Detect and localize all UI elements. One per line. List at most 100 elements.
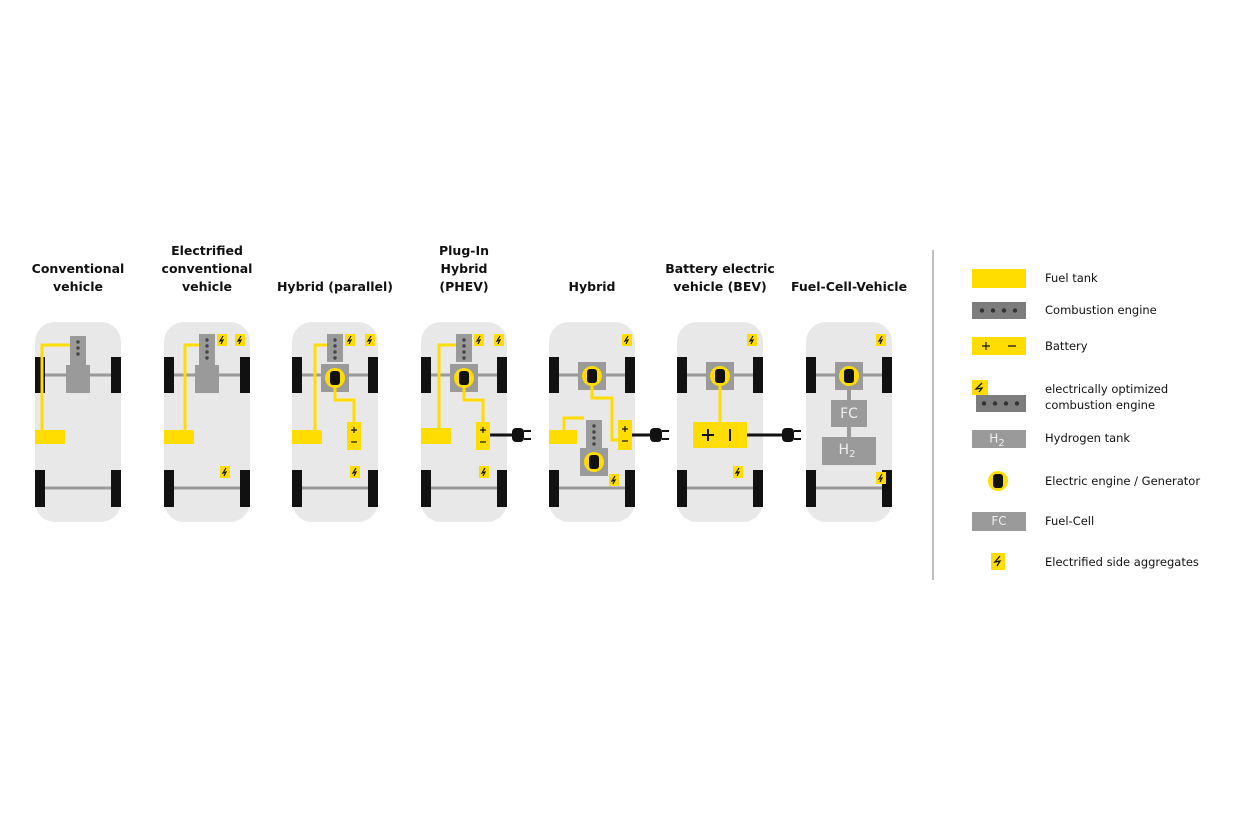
legend-label: Electric engine / Generator: [1045, 474, 1201, 488]
bolt: [221, 467, 228, 477]
gearbox: [66, 365, 90, 393]
bolt: [346, 335, 353, 345]
plug: [650, 428, 662, 442]
wheel: [111, 470, 121, 507]
wheel: [164, 470, 174, 507]
wheel: [292, 357, 302, 393]
piston: [592, 436, 596, 440]
wheel: [753, 470, 763, 507]
bolt: [748, 335, 755, 345]
plug-pins: [794, 430, 801, 440]
wheel: [240, 470, 250, 507]
piston: [462, 344, 466, 348]
bolt: [974, 382, 984, 393]
electric-engine-core: [844, 369, 854, 383]
electric-engine-core: [587, 369, 597, 383]
bolt: [877, 335, 884, 345]
wheel: [677, 470, 687, 507]
vehicle-title: Conventional vehicle: [31, 261, 125, 294]
battery-plus: [622, 426, 628, 432]
piston: [333, 344, 337, 348]
wheel: [753, 357, 763, 393]
bolt: [993, 555, 1002, 567]
wheel: [164, 357, 174, 393]
legend-engine: [972, 302, 1026, 319]
wheel: [882, 470, 892, 507]
piston: [592, 442, 596, 446]
legend-opt-engine: [976, 395, 1026, 412]
legend-hydrogen: [972, 430, 1026, 448]
bolt: [475, 335, 482, 345]
bolt: [734, 467, 741, 477]
piston: [205, 338, 209, 342]
legend-label: Fuel-Cell: [1045, 514, 1095, 528]
piston: [462, 338, 466, 342]
car-body: [35, 322, 121, 522]
wheel: [35, 357, 45, 393]
piston: [205, 356, 209, 360]
gearbox: [195, 365, 219, 393]
battery-plus: [702, 429, 714, 441]
vehicle-title: Plug-In Hybrid (PHEV): [438, 243, 490, 294]
wheel: [368, 357, 378, 393]
piston: [76, 352, 80, 356]
fuel-line: [437, 343, 456, 432]
wheel: [625, 357, 635, 393]
combustion-engine: [70, 336, 86, 365]
combustion-engine: [327, 334, 343, 362]
legend-label: Hydrogen tank: [1045, 431, 1131, 445]
piston: [1014, 401, 1020, 406]
electric-engine-core: [459, 371, 469, 385]
plug-pins: [524, 430, 531, 440]
battery-plus: [982, 342, 1016, 350]
battery: [476, 422, 490, 450]
battery-plus: [480, 427, 486, 433]
wheel: [806, 357, 816, 393]
legend-label: Fuel tank: [1045, 271, 1098, 285]
fuel-line: [313, 343, 327, 432]
wheel: [421, 357, 431, 393]
bolt: [610, 475, 617, 485]
piston: [333, 350, 337, 354]
wheel: [677, 357, 687, 393]
vehicle-title: Electrified conventional vehicle: [161, 243, 253, 294]
vehicle-title: Battery electric vehicle (BEV): [665, 261, 775, 294]
hydrogen-tank: [822, 437, 876, 465]
piston: [592, 424, 596, 428]
piston: [76, 340, 80, 344]
piston: [981, 401, 987, 406]
battery: [347, 422, 361, 450]
piston: [990, 308, 996, 313]
wheel: [292, 470, 302, 507]
piston: [462, 350, 466, 354]
wheel: [368, 470, 378, 507]
electric-engine-core: [330, 371, 340, 385]
piston: [1001, 308, 1007, 313]
legend-fuel-cell: [972, 512, 1026, 531]
legend-label: Electrified side aggregates: [1045, 555, 1199, 569]
electric-engine-core: [589, 455, 599, 469]
bolt: [480, 467, 487, 477]
power-line: [462, 388, 485, 422]
vehicle-title: Hybrid: [568, 279, 616, 294]
subscript: 2: [998, 438, 1004, 449]
vehicle-title: Fuel-Cell-Vehicle: [790, 279, 908, 294]
bolt: [236, 335, 243, 345]
legend-label: Battery: [1045, 339, 1088, 353]
wheel: [882, 357, 892, 393]
wheel: [35, 470, 45, 507]
wheel: [240, 357, 250, 393]
fuel-tank: [35, 430, 65, 444]
fuel-cell: [831, 400, 867, 427]
combustion-engine: [586, 420, 602, 450]
wheel: [625, 470, 635, 507]
fuel-tank: [164, 430, 194, 444]
plug-pins: [662, 430, 669, 440]
power-line: [590, 386, 625, 442]
piston: [333, 356, 337, 360]
piston: [1003, 401, 1009, 406]
wheel: [549, 470, 559, 507]
bolt: [623, 335, 630, 345]
piston: [205, 344, 209, 348]
